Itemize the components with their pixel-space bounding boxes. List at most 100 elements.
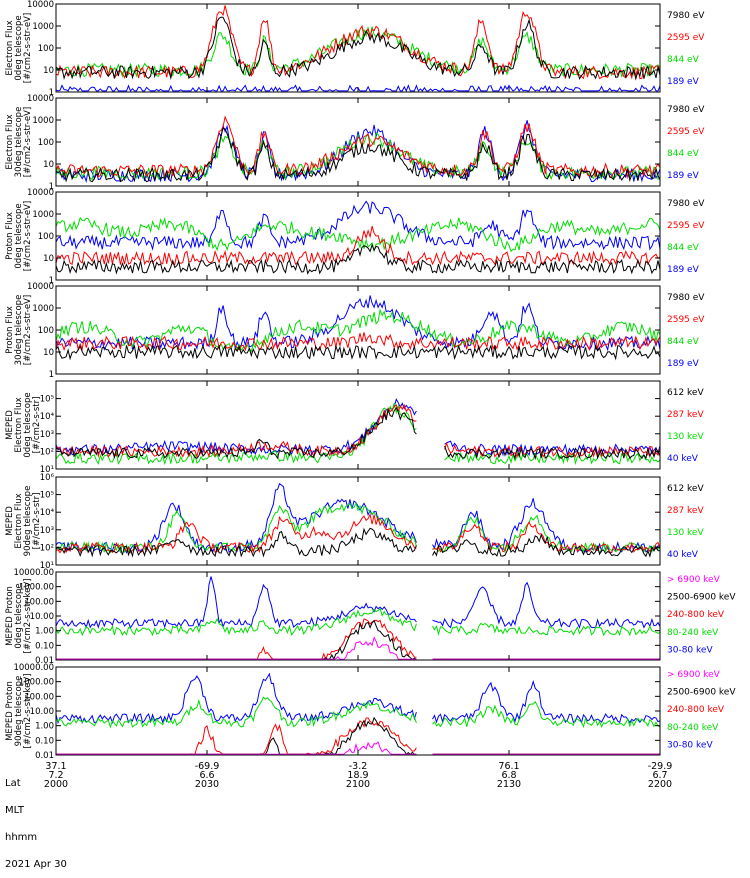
footer-lat: 76.1 bbox=[498, 761, 519, 772]
y-tick-label: 1000 bbox=[32, 116, 54, 126]
y-tick-label: 10 bbox=[43, 348, 54, 358]
legend-green: 80-240 keV bbox=[667, 723, 719, 733]
footer-label-mlt: MLT bbox=[5, 805, 24, 816]
series-blue bbox=[55, 398, 661, 457]
panel-frame bbox=[55, 666, 661, 756]
legend-black: 612 keV bbox=[667, 484, 704, 494]
y-axis-label: 0deg telescope bbox=[14, 15, 24, 80]
panel-8: 0.01 0.10 1.00 10.00 100.00 1000.00 10000.00 ME… bbox=[5, 663, 736, 761]
legend-black: 7980 eV bbox=[667, 105, 705, 115]
legend-red: 240-800 keV bbox=[667, 610, 725, 620]
series-black bbox=[55, 343, 661, 361]
footer-date: 2021 Apr 30 bbox=[5, 859, 67, 870]
legend-red: 240-800 keV bbox=[667, 705, 725, 715]
series-blue bbox=[55, 295, 661, 352]
legend-green: 844 eV bbox=[667, 337, 700, 347]
series-black bbox=[55, 127, 661, 183]
y-tick-label: 100 bbox=[38, 326, 54, 336]
legend-magenta: > 6900 keV bbox=[667, 575, 721, 585]
series-magenta bbox=[56, 741, 660, 755]
y-tick-label: 10000 bbox=[27, 282, 54, 292]
y-axis-label: 0deg telescope bbox=[23, 392, 33, 457]
legend-green: 844 eV bbox=[667, 55, 700, 65]
legend-green: 130 keV bbox=[667, 528, 704, 538]
footer-mlt: 6.6 bbox=[199, 770, 214, 781]
y-axis-label: [#/cm2-s-str] bbox=[32, 397, 42, 454]
footer-lat: 37.1 bbox=[45, 761, 66, 772]
footer-mlt: 6.8 bbox=[501, 770, 516, 781]
y-tick-label: 1 bbox=[49, 276, 54, 286]
y-tick-label: 1000.00 bbox=[19, 583, 54, 593]
y-axis-label: Electron Flux bbox=[14, 397, 24, 452]
y-axis-label: MEPED Proton bbox=[5, 586, 15, 646]
series-black bbox=[55, 16, 661, 81]
legend-blue: 189 eV bbox=[667, 77, 700, 87]
legend-red: 287 keV bbox=[667, 506, 704, 516]
legend-black: 2500-6900 keV bbox=[667, 688, 736, 698]
legend-blue: 30-80 keV bbox=[667, 645, 713, 655]
y-axis-label: Proton Flux bbox=[5, 212, 15, 260]
y-tick-label: 10000 bbox=[27, 94, 54, 104]
y-tick-label: 1.00 bbox=[35, 627, 54, 637]
footer-mlt: 18.9 bbox=[347, 770, 368, 781]
panel-2: 1 10 100 1000 10000 Electron Flux 30deg telesc… bbox=[5, 94, 705, 192]
legend-red: 2595 eV bbox=[667, 221, 705, 231]
series-green bbox=[55, 607, 661, 637]
panel-frame bbox=[55, 3, 661, 93]
y-axis-label: [#/cm2-s-str-eV] bbox=[23, 107, 33, 177]
series-green bbox=[55, 501, 661, 554]
series-magenta bbox=[56, 636, 660, 660]
footer-lat: -29.9 bbox=[648, 761, 673, 772]
footer-ticks: 37.17.22000-69.96.62030-3.218.9210076.16… bbox=[44, 761, 672, 790]
y-axis-label: 0deg telescope bbox=[14, 203, 24, 268]
footer-hhmm: 2130 bbox=[497, 779, 521, 790]
legend-blue: 40 keV bbox=[667, 454, 699, 464]
y-tick-label: 10⁴ bbox=[40, 412, 55, 422]
footer-hhmm: 2200 bbox=[648, 779, 672, 790]
y-tick-label: 10³ bbox=[40, 526, 54, 536]
y-tick-label: 10 bbox=[43, 160, 54, 170]
panel-1: 1 10 100 1000 10000 Electron Flux 0deg telesco… bbox=[5, 0, 705, 98]
legend-red: 287 keV bbox=[667, 410, 704, 420]
series-red bbox=[55, 115, 661, 180]
y-axis-label: [#/cm2-s-str-eV] bbox=[23, 201, 33, 271]
series-green bbox=[55, 308, 661, 353]
y-tick-label: 100.00 bbox=[24, 692, 54, 702]
y-tick-label: 100.00 bbox=[24, 597, 54, 607]
y-tick-label: 0.01 bbox=[35, 751, 54, 761]
panel-7: 0.01 0.10 1.00 10.00 100.00 1000.00 10000.00 ME… bbox=[5, 568, 736, 666]
footer-row-labels: Lat MLT hhmm 2021 Apr 30 bbox=[5, 761, 67, 878]
legend-green: 80-240 keV bbox=[667, 628, 719, 638]
legend-blue: 189 eV bbox=[667, 265, 700, 275]
y-tick-label: 1000 bbox=[32, 304, 54, 314]
y-tick-label: 10² bbox=[40, 447, 54, 457]
legend-green: 844 eV bbox=[667, 149, 700, 159]
y-tick-label: 1000 bbox=[32, 210, 54, 220]
series-red bbox=[56, 618, 660, 661]
y-tick-label: 0.10 bbox=[35, 736, 54, 746]
footer-mlt: 7.2 bbox=[48, 770, 63, 781]
series-black bbox=[55, 527, 661, 558]
legend-black: 7980 eV bbox=[667, 11, 705, 21]
y-axis-label: Electron Flux bbox=[14, 493, 24, 548]
panel-4: 1 10 100 1000 10000 Proton Flux 30deg telescop… bbox=[5, 282, 705, 380]
legend-blue: 30-80 keV bbox=[667, 740, 713, 750]
footer-label-lat: Lat bbox=[5, 778, 21, 789]
legend-magenta: > 6900 keV bbox=[667, 670, 721, 680]
legend-red: 2595 eV bbox=[667, 33, 705, 43]
footer-lat: -69.9 bbox=[195, 761, 220, 772]
footer-lat: -3.2 bbox=[349, 761, 368, 772]
y-axis-label: [#/cm2-s-str-eV] bbox=[23, 13, 33, 83]
y-tick-label: 10⁶ bbox=[40, 473, 55, 483]
series-black bbox=[55, 243, 661, 275]
y-tick-label: 1 bbox=[49, 88, 54, 98]
legend-green: 844 eV bbox=[667, 243, 700, 253]
y-axis-label: [#/cm2-s-str-eV] bbox=[23, 295, 33, 365]
legend-blue: 189 eV bbox=[667, 359, 700, 369]
series-red bbox=[55, 225, 661, 267]
footer-label-hhmm: hhmm bbox=[5, 832, 38, 843]
y-tick-label: 1000.00 bbox=[19, 678, 54, 688]
footer-hhmm: 2100 bbox=[346, 779, 370, 790]
y-tick-label: 10 bbox=[43, 66, 54, 76]
y-axis-label: 0deg telescope bbox=[14, 583, 24, 648]
